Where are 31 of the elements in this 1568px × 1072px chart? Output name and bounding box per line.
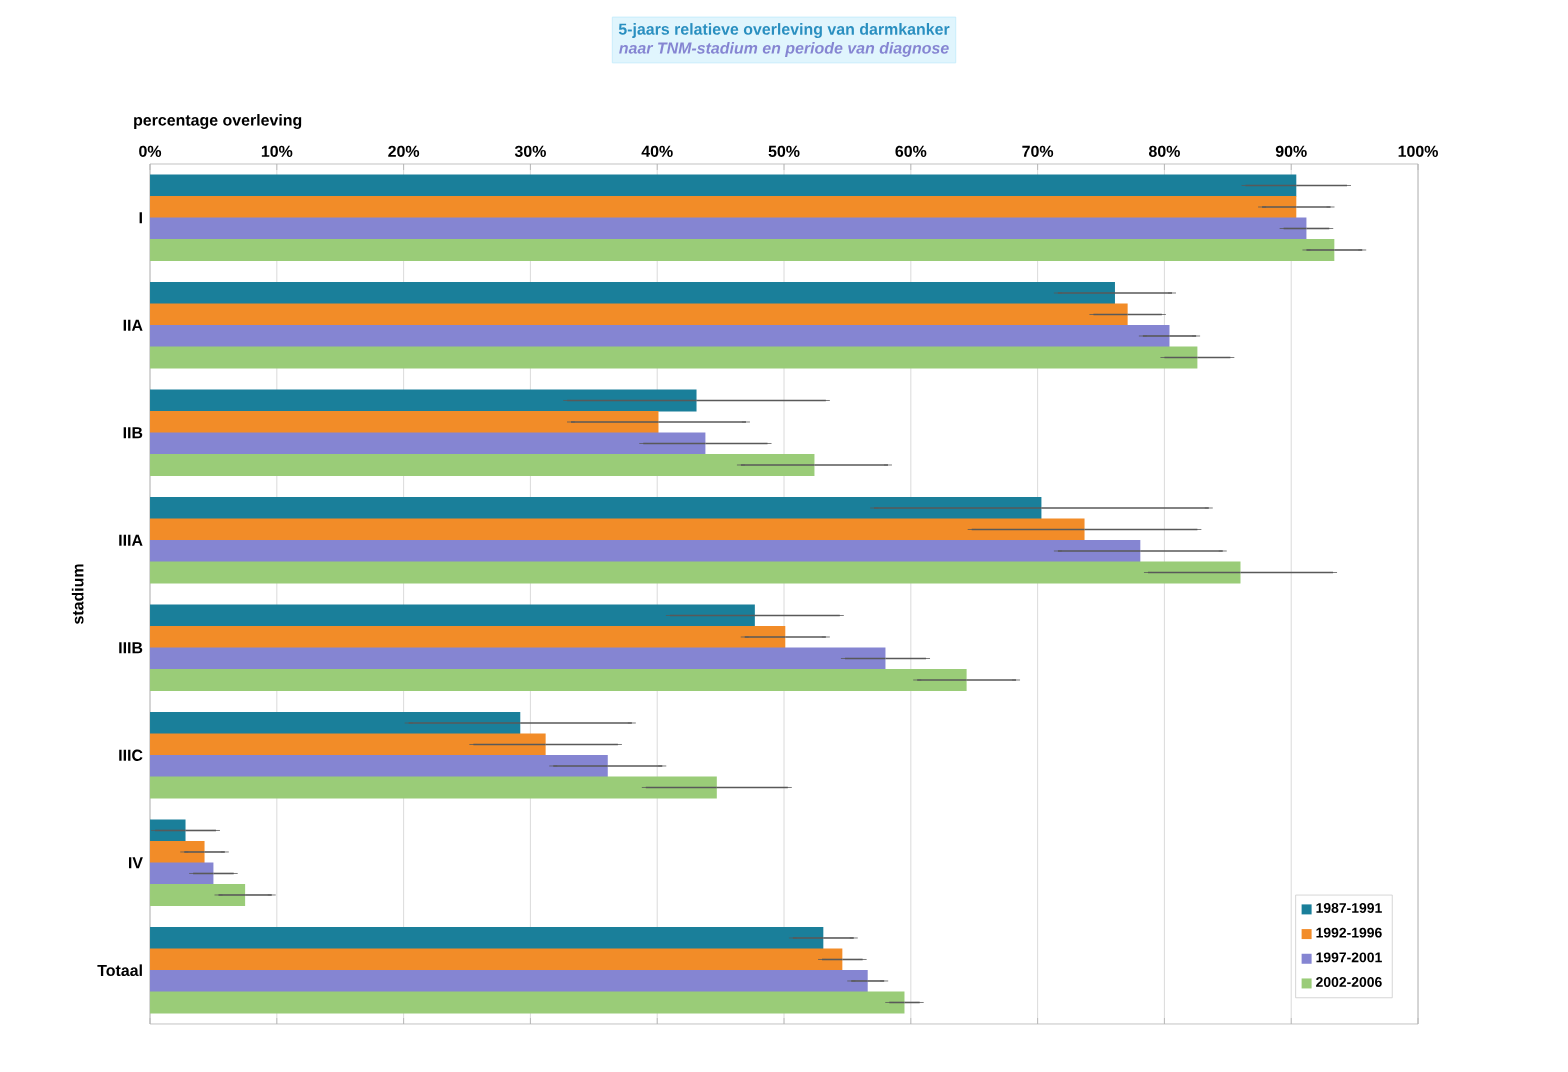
- bar: [150, 346, 1198, 369]
- bar: [150, 625, 786, 648]
- bar: [150, 969, 868, 992]
- bar: [150, 647, 886, 670]
- bar: [150, 217, 1307, 240]
- bar: [150, 539, 1141, 562]
- bar: [150, 926, 824, 949]
- bar: [150, 410, 659, 433]
- bar: [150, 281, 1115, 304]
- bar: [150, 776, 717, 799]
- bar: [150, 303, 1128, 326]
- bar: [150, 991, 905, 1014]
- bar: [150, 840, 205, 863]
- bar: [150, 754, 608, 777]
- bar: [150, 604, 755, 627]
- bar: [150, 195, 1297, 218]
- bar: [150, 496, 1042, 519]
- bar: [150, 453, 815, 476]
- bar: [150, 324, 1170, 347]
- bar: [150, 862, 214, 885]
- bar: [150, 238, 1335, 261]
- bar: [150, 174, 1297, 197]
- bar: [150, 733, 546, 756]
- bar: [150, 883, 246, 906]
- bar: [150, 711, 521, 734]
- bar: [150, 668, 967, 691]
- bar: [150, 432, 706, 455]
- bar: [150, 389, 697, 412]
- bar: [150, 948, 843, 971]
- bar: [150, 518, 1085, 541]
- bar: [150, 561, 1241, 584]
